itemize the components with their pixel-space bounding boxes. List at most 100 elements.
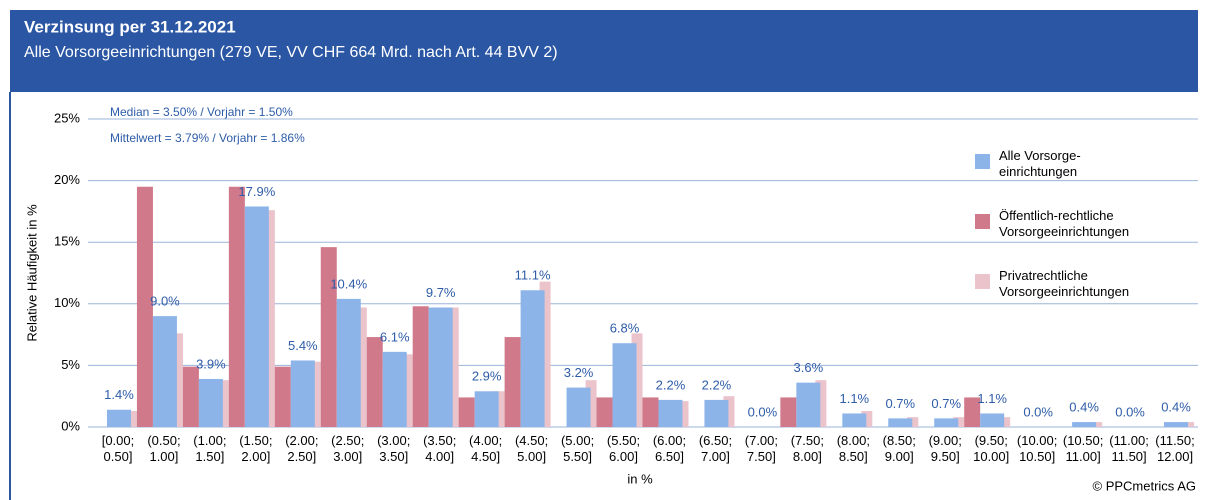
x-tick-label: (6.50; 7.00] [699, 433, 732, 464]
x-tick-label: (4.00; 4.50] [469, 433, 502, 464]
data-label: 11.1% [515, 268, 551, 283]
data-label: 2.2% [656, 377, 686, 392]
bar [612, 343, 637, 427]
bar [412, 306, 429, 427]
bar [152, 316, 177, 427]
x-tick-label: (8.00; 8.50] [837, 433, 870, 464]
data-label: 1.1% [839, 391, 869, 406]
legend-item: Privatrechtliche Vorsorgeeinrichtungen [975, 268, 1175, 328]
x-tick-label: (1.50; 2.00] [239, 433, 272, 464]
data-label: 0.4% [1161, 400, 1191, 415]
bar [842, 413, 867, 427]
x-tick-label: (11.50; 12.00] [1155, 433, 1195, 464]
bar [780, 397, 797, 427]
data-label: 0.7% [931, 396, 961, 411]
bar [907, 417, 919, 427]
legend-swatch [975, 214, 990, 229]
bar [631, 333, 643, 427]
data-label: 5.4% [288, 338, 318, 353]
x-tick-label: (3.50; 4.00] [423, 433, 456, 464]
annotation: Median = 3.50% / Vorjahr = 1.50% [110, 105, 293, 119]
bar [263, 210, 275, 427]
bar [520, 290, 545, 427]
x-tick-label: (9.50; 10.00] [973, 433, 1009, 464]
source: © PPCmetrics AG [1093, 478, 1197, 493]
x-tick-label: (9.00; 9.50] [929, 433, 962, 464]
bar [815, 380, 827, 427]
bar [428, 307, 453, 427]
legend-swatch [975, 274, 990, 289]
bar [228, 186, 245, 427]
bar [964, 397, 981, 427]
data-label: 0.0% [1023, 404, 1053, 419]
data-label: 10.4% [330, 276, 367, 291]
bar [723, 396, 735, 427]
legend: Alle Vorsorge-einrichtungen Öffentlich-re… [975, 148, 1175, 328]
y-tick-label: 15% [54, 234, 80, 249]
data-label: 1.1% [977, 391, 1007, 406]
bar [136, 186, 153, 427]
y-axis-label: Relative Häufigkeit in % [24, 204, 39, 342]
bar [474, 391, 499, 427]
bar [704, 399, 729, 427]
x-tick-label: (7.00; 7.50] [745, 433, 778, 464]
legend-item: Alle Vorsorge-einrichtungen [975, 148, 1175, 208]
data-label: 3.9% [196, 356, 226, 371]
x-tick-label: (10.50; 11.00] [1063, 433, 1103, 464]
data-label: 0.7% [885, 396, 915, 411]
bar [309, 361, 321, 427]
x-tick-label: (7.50; 8.00] [791, 433, 824, 464]
bar [934, 418, 959, 427]
bar [274, 366, 291, 427]
bar [566, 387, 591, 427]
bar [1164, 422, 1189, 427]
bar [447, 307, 459, 427]
bar [125, 410, 137, 427]
data-label: 3.2% [564, 365, 594, 380]
bar [244, 206, 269, 427]
bar [642, 397, 659, 427]
bar [677, 401, 689, 427]
data-label: 2.9% [472, 369, 502, 384]
legend-swatch [975, 154, 990, 169]
bar [171, 333, 183, 427]
bar [504, 337, 521, 427]
bar [1183, 422, 1195, 427]
header [10, 10, 1198, 92]
x-tick-label: (11.00; 11.50] [1109, 433, 1149, 464]
x-tick-label: (2.50; 3.00] [331, 433, 364, 464]
legend-item: Öffentlich-rechtliche Vorsorgeeinrichtun… [975, 208, 1175, 268]
annotation: Mittelwert = 3.79% / Vorjahr = 1.86% [110, 131, 305, 145]
data-label: 0.0% [1115, 404, 1145, 419]
bar [493, 391, 505, 427]
data-label: 9.0% [150, 294, 180, 309]
data-label: 0.0% [748, 404, 778, 419]
x-tick-label: (5.50; 6.00] [607, 433, 640, 464]
bar [953, 417, 965, 427]
data-label: 17.9% [238, 184, 275, 199]
x-axis-label: in % [627, 471, 653, 486]
data-label: 2.2% [702, 377, 732, 392]
legend-label: Öffentlich-rechtliche Vorsorgeeinrichtun… [999, 208, 1130, 239]
y-tick-label: 10% [54, 295, 80, 310]
data-label: 9.7% [426, 285, 456, 300]
bar [355, 307, 367, 427]
bar [861, 410, 873, 427]
y-tick-label: 0% [61, 418, 80, 433]
x-tick-label: (3.00; 3.50] [377, 433, 410, 464]
bar [217, 380, 229, 427]
y-tick-label: 5% [61, 357, 80, 372]
bar [198, 378, 223, 427]
bar [658, 399, 683, 427]
bar [382, 351, 407, 427]
y-tick-label: 25% [54, 110, 80, 125]
x-tick-label: (10.00; 10.50] [1017, 433, 1057, 464]
bar [999, 417, 1011, 427]
x-tick-label: (2.00; 2.50] [285, 433, 318, 464]
bar [290, 360, 315, 427]
bar [888, 418, 913, 427]
bar [106, 409, 131, 427]
bar [182, 366, 199, 427]
bar [401, 354, 413, 427]
